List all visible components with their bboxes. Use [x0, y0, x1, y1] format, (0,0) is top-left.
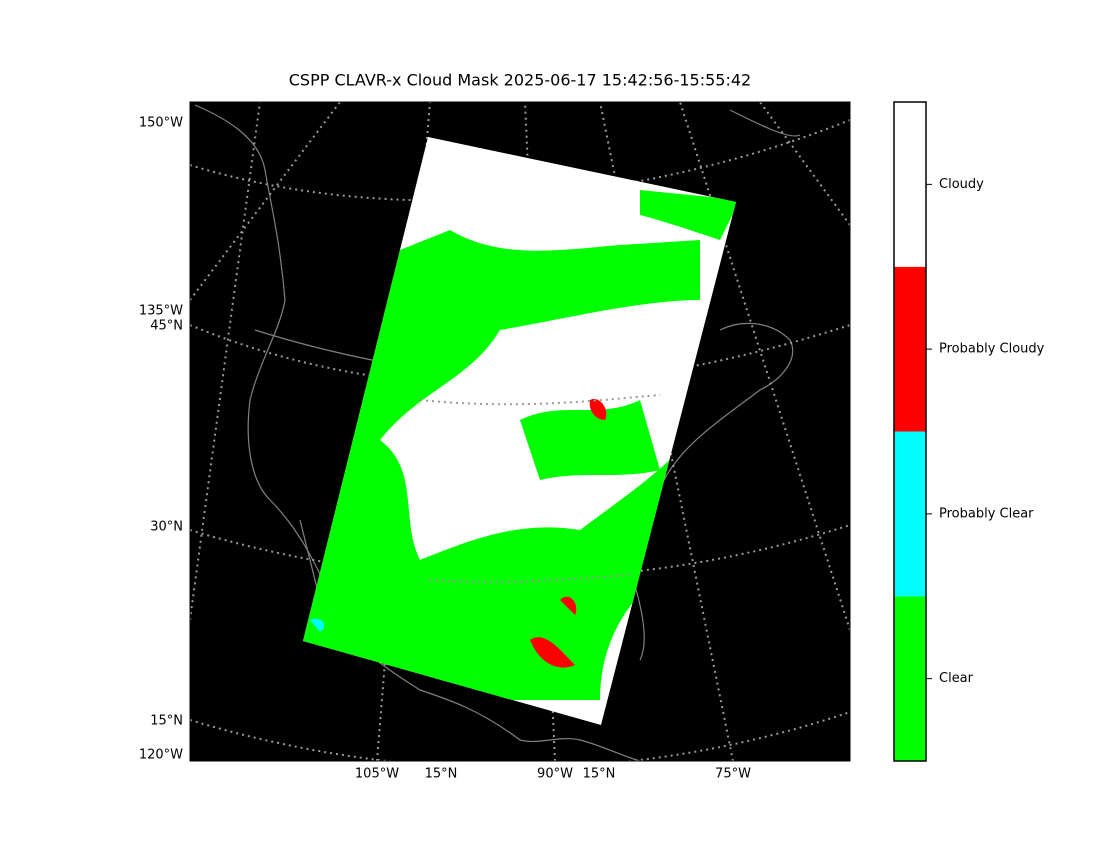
lon-label: 90°W [537, 767, 573, 782]
colorbar-segment [894, 596, 926, 761]
lat-label: 15°N [583, 767, 616, 782]
bottom-labels: 105°W 15°N 90°W 15°N 75°W [355, 767, 751, 782]
colorbar-label: Cloudy [939, 177, 984, 192]
title: CSPP CLAVR-x Cloud Mask 2025-06-17 15:42… [289, 71, 751, 90]
lat-label: 45°N [150, 319, 183, 334]
lon-label: 135°W [139, 304, 183, 319]
colorbar-label: Clear [939, 671, 974, 686]
map [190, 102, 850, 761]
colorbar-segment [894, 102, 926, 267]
lat-label: 15°N [150, 714, 183, 729]
lon-label: 75°W [715, 767, 751, 782]
lon-label: 150°W [139, 116, 183, 131]
colorbar-label: Probably Cloudy [939, 342, 1045, 357]
lat-label: 30°N [150, 520, 183, 535]
colorbar-frame [893, 101, 927, 762]
map-frame [189, 101, 851, 762]
lon-label: 120°W [139, 748, 183, 763]
colorbar-label: Probably Clear [939, 506, 1034, 521]
colorbar-segment [894, 266, 926, 432]
graticule-overlay [419, 394, 661, 584]
left-labels: 150°W 135°W 45°N 30°N 15°N 120°W [139, 116, 183, 763]
lat-label: 15°N [425, 767, 458, 782]
lon-label: 105°W [355, 767, 399, 782]
cloud-mask [303, 190, 736, 700]
colorbar-segment [894, 431, 926, 597]
colorbar: Clear Probably Clear Probably Cloudy Cloudy [893, 101, 1045, 762]
